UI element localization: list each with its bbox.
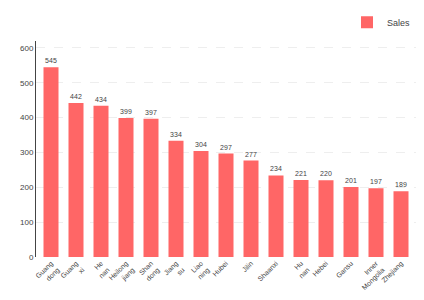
svg-text:220: 220	[320, 170, 332, 177]
svg-text:221: 221	[295, 170, 307, 177]
svg-text:Sales: Sales	[387, 18, 410, 28]
svg-text:201: 201	[345, 177, 357, 184]
svg-text:200: 200	[20, 183, 34, 192]
svg-text:197: 197	[370, 178, 382, 185]
svg-text:Heilongjiang: Heilongjiang	[107, 260, 136, 289]
svg-text:Zhejiang: Zhejiang	[380, 260, 405, 285]
svg-text:Hunan: Hunan	[291, 260, 311, 280]
svg-text:545: 545	[45, 57, 57, 64]
svg-text:500: 500	[20, 79, 34, 88]
svg-text:600: 600	[20, 44, 34, 53]
svg-text:Henan: Henan	[91, 260, 111, 280]
svg-text:Guangdong: Guangdong	[34, 260, 61, 287]
svg-text:234: 234	[270, 165, 282, 172]
svg-text:277: 277	[245, 151, 257, 158]
svg-text:397: 397	[145, 109, 157, 116]
svg-text:400: 400	[20, 113, 34, 122]
svg-text:InnerMongolia: InnerMongolia	[354, 259, 387, 292]
svg-text:399: 399	[120, 108, 132, 115]
svg-text:Shaanxi: Shaanxi	[256, 259, 279, 282]
svg-text:Jilin: Jilin	[241, 260, 255, 274]
svg-text:300: 300	[20, 148, 34, 157]
svg-text:297: 297	[220, 144, 232, 151]
svg-text:Jiangsu: Jiangsu	[162, 260, 185, 283]
svg-text:Shandong: Shandong	[138, 260, 162, 284]
svg-text:100: 100	[20, 218, 34, 227]
svg-text:Guangxi: Guangxi	[59, 259, 86, 286]
svg-text:434: 434	[95, 96, 107, 103]
svg-text:334: 334	[170, 131, 182, 138]
svg-text:0: 0	[29, 253, 34, 262]
svg-text:442: 442	[70, 93, 82, 100]
svg-text:Hebei: Hebei	[311, 259, 329, 277]
svg-text:Liaoning: Liaoning	[190, 260, 212, 282]
svg-text:304: 304	[195, 141, 207, 148]
svg-text:189: 189	[395, 181, 407, 188]
svg-text:Hubei: Hubei	[211, 259, 229, 277]
svg-text:Gansu: Gansu	[335, 260, 355, 280]
